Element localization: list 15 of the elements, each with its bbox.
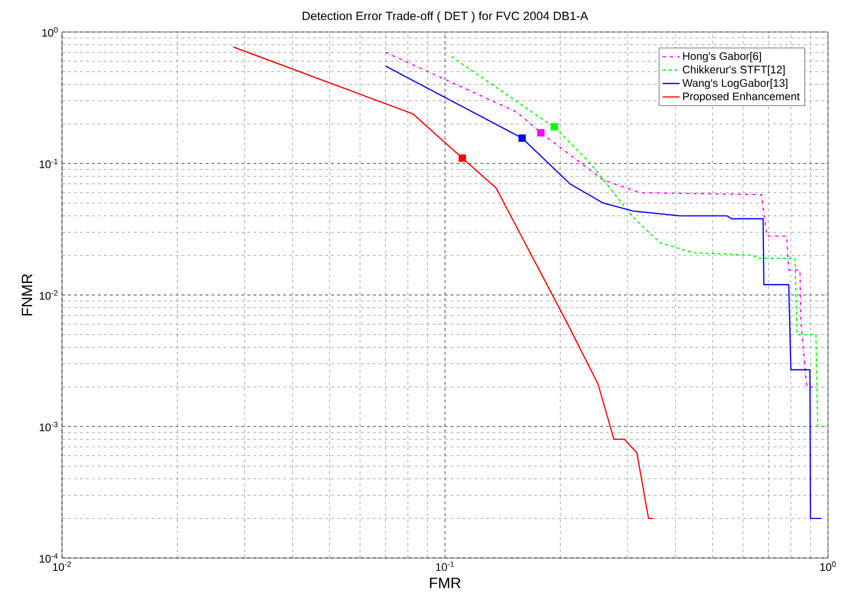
y-tick-label: 10$^{-2}$ [40,290,58,300]
y-tick-label: 10$^{-4}$ [40,553,58,563]
legend-label: Chikkerur's STFT[12] [682,65,785,76]
x-tick-label: 10$^{-2}$ [53,562,71,571]
legend-label: Proposed Enhancement [683,92,800,102]
chart-title: Detection Error Trade-off ( DET ) for FVC 2004 DB1-A [302,11,588,22]
y-tick-label: 10$^{0}$ [42,27,58,37]
y-tick-label: 10$^{-1}$ [40,158,58,168]
legend-label: Wang's LogGabor[13] [682,78,788,90]
y-axis-title: FNMR [22,274,32,316]
y-tick-label: 10$^{-3}$ [40,422,58,432]
x-tick-label: 10$^{0}$ [820,562,836,571]
legend-label: Hong's Gabor[6] [683,52,761,62]
x-axis-title: FMR [430,578,460,588]
x-tick-label: 10$^{-1}$ [436,562,454,571]
